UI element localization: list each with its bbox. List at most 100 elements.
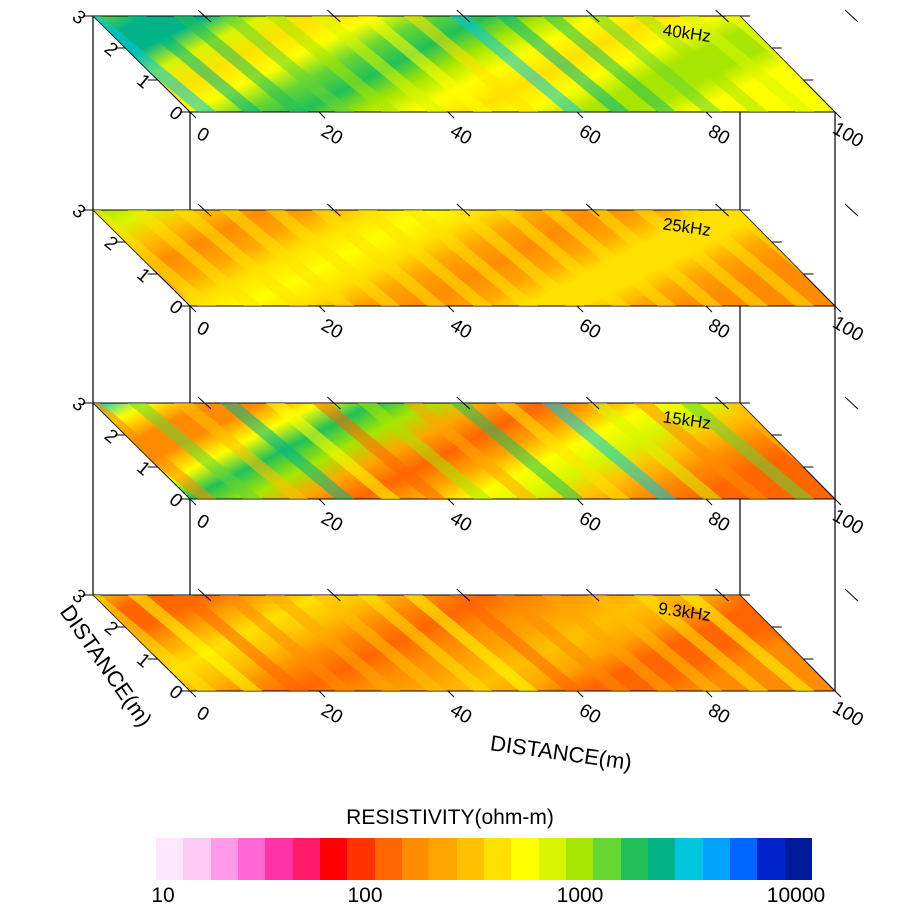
contour-streak: [441, 403, 593, 499]
x-tick-mark: [189, 498, 197, 506]
colorbar-swatch: [347, 838, 375, 880]
x-tick-mark: [715, 396, 729, 410]
colorbar-tick-1000: 1000: [556, 884, 604, 907]
colorbar-swatch: [538, 838, 566, 880]
x-tick-label: 0: [193, 702, 213, 725]
colorbar-swatch: [593, 838, 621, 880]
x-tick-mark: [834, 111, 842, 119]
x-tick-label: 80: [704, 315, 733, 344]
x-tick-mark: [456, 588, 471, 602]
x-tick-mark: [576, 111, 584, 119]
colorbar-swatch: [237, 838, 266, 880]
contour-streak: [625, 210, 777, 306]
x-tick-mark: [585, 9, 600, 23]
contour-streak: [165, 16, 317, 112]
contour-streak: [119, 403, 271, 499]
contour-streak: [533, 210, 685, 306]
colorbar-title: RESISTIVITY(ohm-m): [346, 806, 554, 829]
colorbar-swatch: [483, 838, 512, 880]
y-tick-label: 1: [132, 649, 154, 672]
contour-streak: [671, 595, 823, 691]
contour-streak: [119, 595, 271, 691]
colorbar-swatch: [784, 838, 812, 880]
contour-streak: [671, 403, 823, 499]
colorbar-swatch: [429, 838, 457, 880]
x-tick-label: 40: [446, 700, 475, 729]
contour-streak: [303, 595, 455, 691]
x-tick-label: 20: [317, 700, 346, 729]
x-tick-mark: [189, 111, 197, 119]
x-tick-label: 40: [446, 508, 475, 537]
colorbar-swatch: [757, 838, 785, 880]
contour-streak: [303, 16, 455, 112]
contour-streak: [119, 210, 271, 306]
x-axis-title: DISTANCE(m): [489, 730, 634, 775]
y-tick-label: 3: [68, 200, 90, 223]
x-tick-label: 60: [575, 315, 604, 344]
y-tick-label: 1: [132, 264, 154, 287]
contour-streak: [165, 210, 317, 306]
contour-streak: [349, 16, 501, 112]
contour-streak: [487, 595, 639, 691]
x-tick-mark: [705, 305, 713, 313]
contour-streak: [165, 595, 317, 691]
contour-streak: [441, 210, 593, 306]
x-tick-mark: [197, 588, 212, 602]
contour-streak: [671, 16, 823, 112]
contour-streak: [395, 210, 547, 306]
x-tick-mark: [705, 498, 713, 506]
x-tick-mark: [585, 203, 600, 217]
contour-streak: [487, 403, 639, 499]
colorbar-swatch: [210, 838, 238, 880]
colorbar-swatch: [456, 838, 484, 880]
x-tick-mark: [576, 498, 584, 506]
y-tick-label: 0: [165, 102, 187, 125]
x-tick-label: 0: [193, 317, 213, 340]
x-tick-label: 80: [704, 121, 733, 150]
x-tick-mark: [585, 396, 600, 410]
contour-streak: [487, 16, 639, 112]
contour-streak: [671, 210, 823, 306]
x-tick-label: 20: [317, 315, 346, 344]
x-tick-mark: [327, 588, 341, 602]
x-tick-mark: [197, 203, 212, 217]
x-tick-mark: [844, 203, 859, 217]
colorbar-swatch: [729, 838, 758, 880]
x-tick-mark: [834, 305, 842, 313]
x-tick-mark: [447, 498, 455, 506]
contour-streak: [533, 595, 685, 691]
x-tick-mark: [715, 9, 729, 23]
y-tick-label: 0: [165, 681, 187, 704]
contour-streak: [211, 595, 363, 691]
x-tick-mark: [447, 690, 455, 698]
contour-streak: [211, 210, 363, 306]
contour-streak: [349, 595, 501, 691]
contour-streak: [303, 403, 455, 499]
y-tick-label: 1: [132, 70, 154, 93]
colorbar-swatch: [319, 838, 348, 880]
x-tick-mark: [456, 9, 471, 23]
x-tick-mark: [447, 305, 455, 313]
x-tick-mark: [456, 203, 471, 217]
y-tick-label: 0: [165, 489, 187, 512]
x-tick-label: 20: [317, 121, 346, 150]
contour-streak: [533, 403, 685, 499]
x-tick-label: 60: [575, 508, 604, 537]
contour-streak: [579, 16, 731, 112]
contour-streak: [349, 403, 501, 499]
contour-streak: [395, 16, 547, 112]
contour-streak: [579, 403, 731, 499]
colorbar-swatch: [620, 838, 648, 880]
x-tick-mark: [844, 588, 859, 602]
x-tick-mark: [318, 498, 326, 506]
colorbar-swatch: [702, 838, 730, 880]
y-tick-label: 2: [100, 38, 122, 61]
contour-streak: [257, 595, 409, 691]
colorbar-swatch: [374, 838, 402, 880]
x-tick-mark: [834, 690, 842, 698]
x-tick-mark: [447, 111, 455, 119]
contour-streak: [625, 595, 777, 691]
x-tick-label: 40: [446, 315, 475, 344]
contour-streak: [211, 16, 363, 112]
